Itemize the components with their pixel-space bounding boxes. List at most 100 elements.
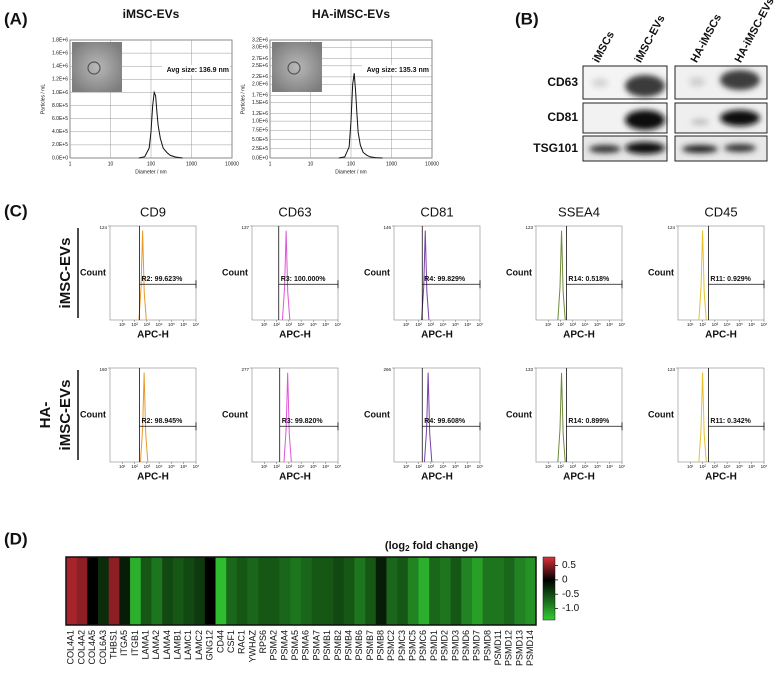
x-tick-label: 10⁷ xyxy=(477,464,484,469)
y-tick-label: 1.2E+6 xyxy=(52,77,68,83)
y-tick-label: 1.4E+6 xyxy=(52,64,68,70)
gate-label: R4: 99.608% xyxy=(424,418,466,425)
heatmap-cell xyxy=(130,557,142,625)
marker-title: SSEA4 xyxy=(558,204,600,219)
x-tick-label: 10¹ xyxy=(261,464,268,469)
heatmap-cell xyxy=(268,557,280,625)
histogram-curve xyxy=(138,230,147,321)
gene-label: PSMD14 xyxy=(525,630,535,666)
marker-title: CD9 xyxy=(140,204,166,219)
y-tick-label: 277 xyxy=(241,367,249,372)
lane-label: HA-iMSC-EVs xyxy=(733,0,777,65)
x-tick-label: 10⁴ xyxy=(156,322,163,327)
heatmap-cell xyxy=(247,557,259,625)
row-label: TSG101 xyxy=(533,141,578,155)
x-tick-label: 10⁴ xyxy=(156,464,163,469)
x-axis-label: APC-H xyxy=(137,330,169,341)
x-tick-label: 10⁵ xyxy=(310,464,317,469)
gene-label: PSMB6 xyxy=(354,630,364,661)
heatmap-cell xyxy=(333,557,345,625)
y-axis-label: Count xyxy=(364,267,390,277)
tem-vesicle xyxy=(287,61,301,75)
y-tick-label: 2.0E+5 xyxy=(52,142,68,148)
x-axis-label: APC-H xyxy=(137,472,169,483)
colorbar-tick-label: -0.5 xyxy=(562,589,580,600)
x-tick-label: 10⁶ xyxy=(748,464,755,469)
gene-label: COL4A2 xyxy=(76,630,86,665)
x-tick-label: 10¹ xyxy=(119,464,126,469)
gene-label: LAMC2 xyxy=(194,630,204,660)
y-tick-label: 2.2E+6 xyxy=(252,74,268,80)
y-tick-label: 1.6E+6 xyxy=(52,50,68,56)
heatmap-cell xyxy=(311,557,323,625)
y-tick-label: 3.0E+6 xyxy=(252,45,268,51)
blot-band xyxy=(625,110,665,130)
gene-label: PSMD1 xyxy=(429,630,439,661)
lane-label: iMSCs xyxy=(591,29,617,64)
x-axis-label: APC-H xyxy=(279,330,311,341)
plot-frame xyxy=(109,225,197,321)
chart-title: iMSC-EVs xyxy=(123,7,180,21)
heatmap-cell xyxy=(418,557,430,625)
heatmap-cell xyxy=(429,557,441,625)
heatmap-cell xyxy=(66,557,77,625)
gene-label: PSMC2 xyxy=(386,630,396,661)
row-label: iMSC-EVs xyxy=(57,380,74,451)
blot-band xyxy=(592,78,608,88)
heatmap-cell xyxy=(194,557,206,625)
x-tick-label: 10³ xyxy=(144,322,151,327)
histogram-curve xyxy=(557,372,566,463)
y-axis-label: Count xyxy=(80,409,106,419)
gene-label: PSMB4 xyxy=(343,630,353,661)
y-tick-label: 7.5E+5 xyxy=(252,128,268,134)
x-tick-label: 10⁶ xyxy=(180,464,187,469)
x-tick-label: 10⁷ xyxy=(619,322,626,327)
gene-label: COL4A1 xyxy=(66,630,76,665)
gate-label: R14: 0.899% xyxy=(568,418,610,425)
y-axis-label: Particles / mL xyxy=(240,84,246,115)
heatmap-cell xyxy=(461,557,473,625)
gene-label: PSMD11 xyxy=(493,630,503,665)
y-axis-label: Count xyxy=(648,267,674,277)
x-tick-label: 10¹ xyxy=(545,322,552,327)
blot-band xyxy=(689,77,705,87)
gate-label: R14: 0.518% xyxy=(568,276,610,283)
x-tick-label: 10⁵ xyxy=(310,322,317,327)
y-tick-label: 266 xyxy=(383,367,391,372)
heatmap-cell xyxy=(493,557,505,625)
x-tick-label: 10³ xyxy=(712,464,719,469)
marker-title: CD63 xyxy=(278,204,311,219)
gate-label: R3: 99.820% xyxy=(282,418,324,425)
x-tick-label: 10⁴ xyxy=(440,322,447,327)
y-axis-label: Count xyxy=(506,267,532,277)
x-tick-label: 10² xyxy=(131,322,138,327)
gene-label: PSMD6 xyxy=(461,630,471,661)
gene-label: PSMC3 xyxy=(397,630,407,661)
gene-label: PSMD7 xyxy=(472,630,482,661)
x-tick-label: 10³ xyxy=(286,322,293,327)
x-axis-label: APC-H xyxy=(705,472,737,483)
plot-frame xyxy=(677,225,765,321)
y-tick-label: 2.5E+5 xyxy=(252,146,268,152)
heatmap-cell xyxy=(525,557,537,625)
y-tick-label: 3.2E+6 xyxy=(252,37,268,43)
colorbar-title: (log2 fold change) xyxy=(385,540,478,553)
gene-label: PSMA6 xyxy=(301,630,311,661)
x-tick-label: 10⁷ xyxy=(761,464,768,469)
x-tick-label: 10¹ xyxy=(403,322,410,327)
gate-label: R4: 99.829% xyxy=(424,276,466,283)
marker-title: CD81 xyxy=(420,204,453,219)
x-tick-label: 10⁵ xyxy=(736,322,743,327)
gene-label: ITGB1 xyxy=(130,630,140,656)
y-tick-label: 2.5E+6 xyxy=(252,63,268,69)
heatmap-cell xyxy=(290,557,302,625)
gene-label: LAMA1 xyxy=(140,630,150,660)
gene-label: COL4A5 xyxy=(87,630,97,665)
gene-label: PSMC6 xyxy=(418,630,428,661)
heatmap-cell xyxy=(226,557,238,625)
gene-label: PSMD8 xyxy=(482,630,492,661)
y-tick-label: 1.7E+6 xyxy=(252,93,268,99)
histogram-curve xyxy=(698,372,707,463)
x-tick-label: 10² xyxy=(699,464,706,469)
lane-label: iMSC-EVs xyxy=(633,13,668,65)
